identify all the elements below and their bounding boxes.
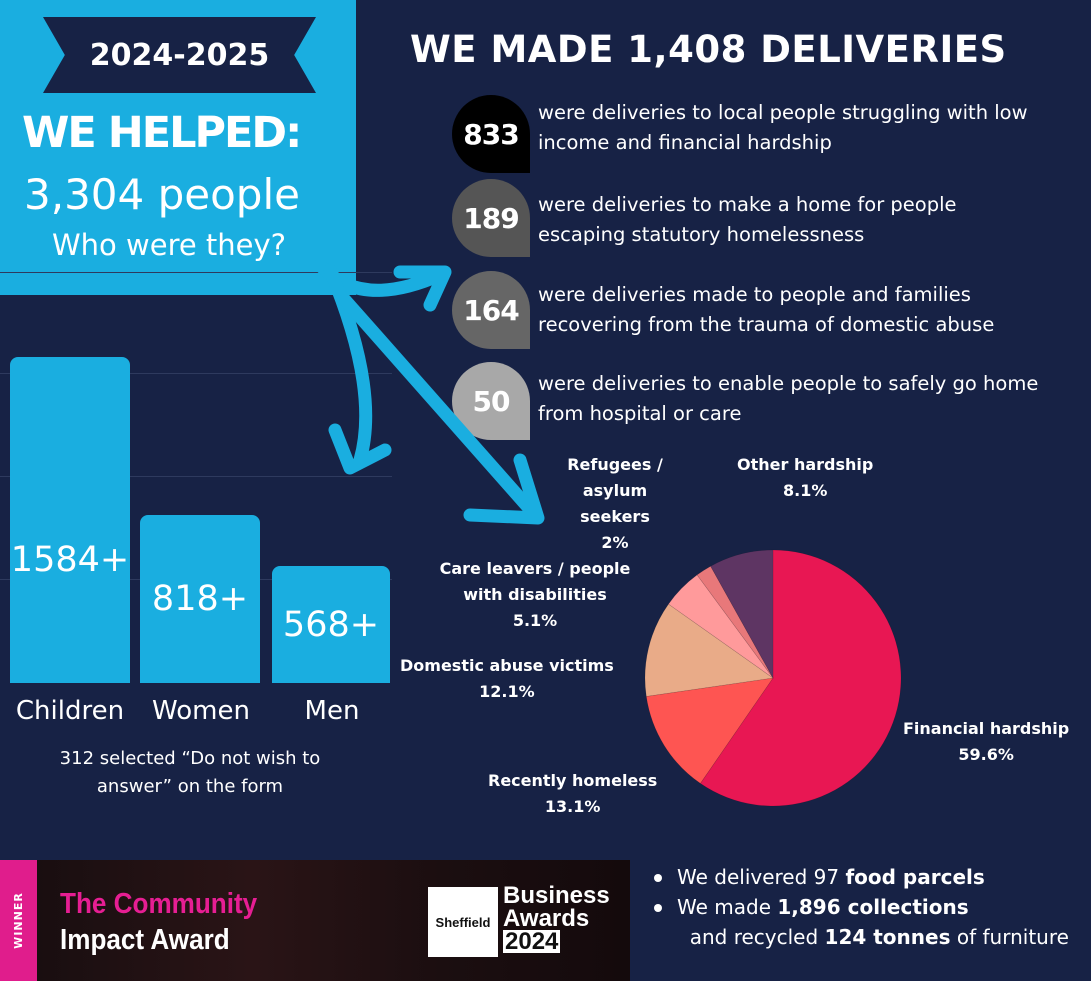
delivery-text: were deliveries to enable people to safe…: [538, 372, 1039, 425]
bar-value-label: 1584+: [10, 540, 130, 580]
no-answer-note: 312 selected “Do not wish to answer” on …: [59, 748, 321, 797]
bar-label-men: Men: [304, 696, 360, 726]
arrowhead-icon: [463, 453, 545, 525]
delivery-badge-164: 164: [452, 271, 530, 349]
award-title-line2: Impact Award: [60, 924, 230, 956]
sheffield-logo: Sheffield: [428, 887, 498, 957]
bar-label-children: Children: [15, 696, 125, 726]
pie-label-value: 8.1%: [782, 481, 828, 500]
bar-value-label: 818+: [151, 578, 249, 619]
delivery-badge-189: 189: [452, 179, 530, 257]
delivery-text: were deliveries to local people struggli…: [538, 101, 1028, 154]
bar-men: 568+: [272, 566, 390, 683]
pie-label-homeless: Recently homeless 13.1%: [488, 768, 657, 820]
pie-label-value: 59.6%: [958, 745, 1014, 764]
delivery-count: 50: [472, 384, 511, 418]
pie-label-care: Care leavers / people with disabilities 5…: [420, 556, 650, 634]
delivery-text: were deliveries made to people and famil…: [538, 283, 995, 336]
pie-slice-other-hardship: [710, 549, 774, 680]
bullet-food-parcels: We delivered 97 food parcels: [652, 862, 1091, 892]
pie-label-value: 2%: [601, 533, 629, 552]
award-title-line1: The Community: [60, 888, 258, 920]
deliveries-title: WE MADE 1,408 DELIVERIES: [410, 28, 1007, 71]
bullet-text: and recycled: [677, 925, 825, 949]
arrows-layer: [313, 258, 545, 525]
pie-label-text: Refugees / asylum seekers: [567, 455, 663, 526]
pie-slice-care-leavers-people-with-disabilities: [668, 574, 774, 679]
award-banner: [0, 860, 630, 981]
arrowhead-icon: [393, 265, 452, 312]
pie-label-other: Other hardship 8.1%: [737, 452, 873, 504]
delivery-badge-833: 833: [452, 95, 530, 173]
who-question: Who were they?: [52, 228, 287, 262]
pie-chart: [644, 549, 902, 807]
pie-label-text: Care leavers / people with disabilities: [439, 559, 631, 604]
bullet-collections: We made 1,896 collections and recycled 1…: [652, 892, 1091, 952]
bar-children: 1584+: [10, 357, 130, 683]
delivery-badge-50: 50: [452, 362, 530, 440]
pie-label-text: Financial hardship: [903, 719, 1070, 738]
bullet-text: We delivered 97: [677, 865, 846, 889]
pie-slice-domestic-abuse-victims: [644, 603, 774, 697]
winner-label: WINNER: [12, 892, 25, 949]
gridline: [0, 373, 392, 374]
pie-label-value: 13.1%: [544, 797, 601, 816]
bullet-text: We made: [677, 895, 778, 919]
delivery-count: 833: [463, 117, 519, 151]
pie-slice-recently-homeless: [645, 677, 774, 784]
bar-label-women: Women: [152, 696, 250, 726]
award-year: 2024: [503, 928, 561, 955]
pie-slice-refugees-asylum-seekers: [696, 565, 774, 679]
delivery-count: 164: [463, 293, 519, 327]
gridline: [0, 272, 392, 273]
year-ribbon: 2024-2025: [43, 17, 316, 93]
gridline: [0, 476, 392, 477]
awards-label: Awards: [503, 905, 590, 932]
bar-women: 818+: [140, 514, 260, 683]
pie-label-text: Domestic abuse victims: [400, 656, 614, 675]
bullet-bold: food parcels: [845, 865, 985, 889]
pie-slice-financial-hardship: [699, 549, 902, 807]
pie-label-value: 5.1%: [512, 611, 558, 630]
pie-label-value: 12.1%: [479, 682, 535, 701]
winner-tag: WINNER: [0, 860, 37, 981]
bullet-bold: 1,896 collections: [777, 895, 969, 919]
bullet-text: of furniture: [950, 925, 1069, 949]
people-count: 3,304 people: [24, 170, 300, 219]
delivery-text: were deliveries to make a home for peopl…: [538, 193, 957, 246]
pie-label-refugees: Refugees / asylum seekers 2%: [550, 452, 680, 556]
business-label: Business: [503, 882, 610, 909]
pie-label-domestic: Domestic abuse victims 12.1%: [400, 653, 614, 705]
bullet-bold: 124 tonnes: [824, 925, 951, 949]
helped-heading: WE HELPED:: [22, 108, 302, 158]
year-label: 2024-2025: [89, 37, 270, 73]
delivery-count: 189: [463, 201, 519, 235]
pie-label-text: Recently homeless: [488, 771, 658, 790]
pie-label-text: Other hardship: [737, 455, 874, 474]
summary-bullets: We delivered 97 food parcels We made 1,8…: [652, 862, 1091, 952]
sheffield-label: Sheffield: [435, 914, 491, 930]
arrow-to-pie: [338, 293, 542, 522]
bar-value-label: 568+: [282, 604, 380, 645]
business-awards-logo: Business Awards 2024: [503, 882, 610, 955]
pie-label-financial: Financial hardship 59.6%: [903, 716, 1069, 768]
arrowhead-icon: [328, 423, 392, 475]
